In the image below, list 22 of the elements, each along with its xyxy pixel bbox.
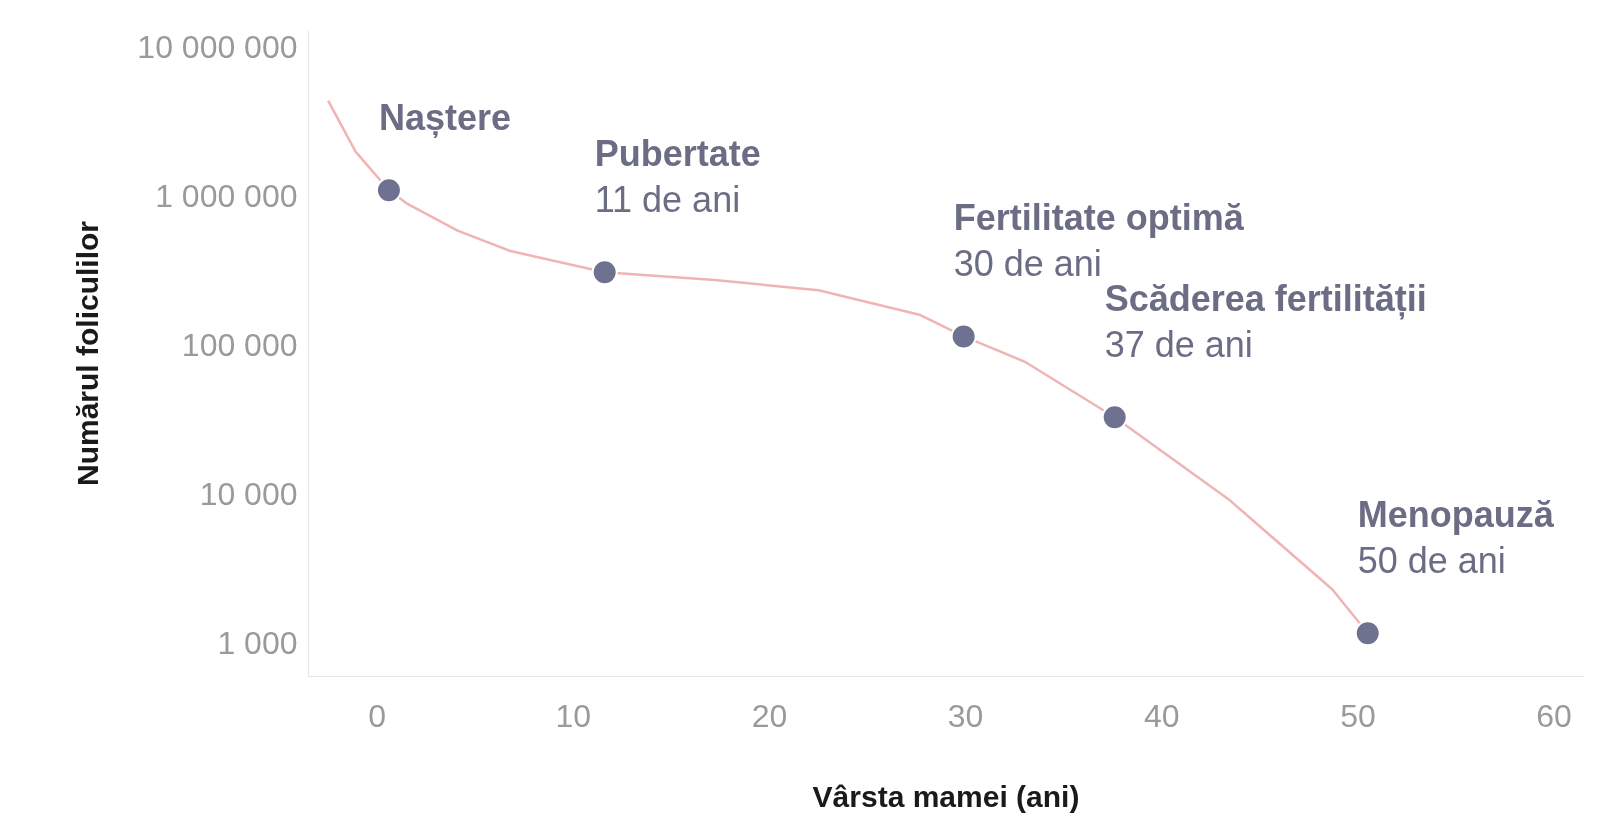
point xyxy=(375,177,402,204)
y-tick-label: 100 000 xyxy=(181,327,298,364)
x-tick-label: 50 xyxy=(1340,697,1376,734)
x-tick-label: 60 xyxy=(1536,697,1572,734)
y-tick-label: 1 000 xyxy=(217,625,298,662)
x-axis-title: Vârsta mamei (ani) xyxy=(812,779,1080,813)
x-tick-label: 0 xyxy=(368,697,387,734)
point xyxy=(591,259,618,286)
point xyxy=(950,323,977,350)
point xyxy=(1101,404,1128,431)
x-tick-label: 10 xyxy=(555,697,592,734)
x-tick-label: 30 xyxy=(947,697,984,734)
x-tick-label: 20 xyxy=(751,697,788,734)
y-tick-label: 10 000 xyxy=(199,476,298,513)
annotation: Pubertate 11 de ani xyxy=(594,133,761,221)
x-tick-label: 40 xyxy=(1143,697,1180,734)
y-axis-title: Numărul foliculilor xyxy=(71,220,105,487)
y-tick-label: 10 000 000 xyxy=(137,29,298,66)
y-tick-label: 1 000 000 xyxy=(155,178,298,215)
point xyxy=(1354,620,1381,647)
annotation: Naștere xyxy=(378,97,512,139)
annotation: Menopauză 50 de ani xyxy=(1357,494,1555,582)
